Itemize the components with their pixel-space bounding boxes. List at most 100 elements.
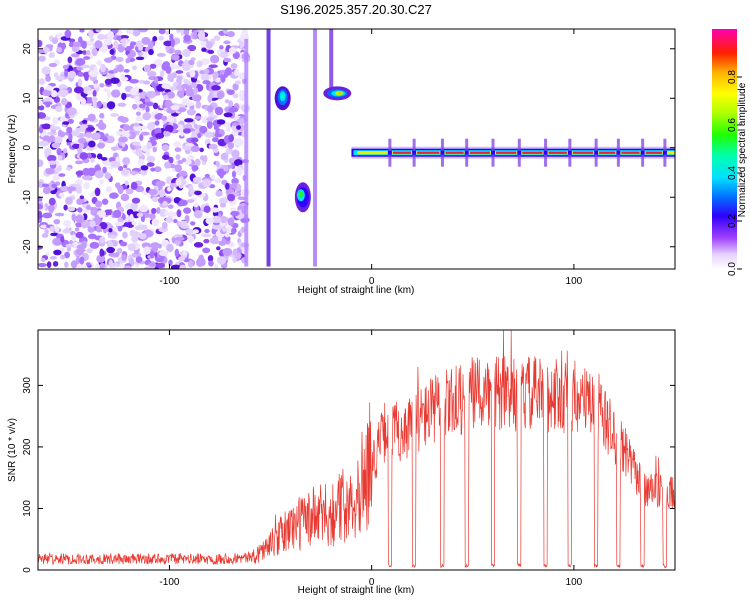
noise-speckle [184,158,192,166]
noise-speckle [152,196,158,203]
noise-speckle [121,38,127,47]
colorbar-gradient [712,29,737,269]
noise-speckle [162,154,170,160]
noise-speckle [207,254,214,263]
noise-speckle [101,157,108,161]
noise-speckle [41,183,50,188]
noise-speckle [141,37,151,45]
noise-speckle [94,170,104,179]
noise-speckle [38,105,45,111]
noise-speckle [85,40,95,46]
noise-speckle [78,142,85,150]
noise-speckle [115,56,124,63]
noise-speckle [95,263,100,269]
noise-speckle [72,41,82,48]
noise-speckle [143,64,151,73]
noise-speckle [103,57,113,63]
noise-speckle [131,103,138,110]
heatmap-streak [244,38,249,267]
noise-speckle [168,47,174,54]
noise-speckle [122,157,131,166]
noise-speckle [48,197,56,206]
noise-speckle [74,130,80,137]
heatmap-xtick-label: 0 [369,276,375,287]
noise-speckle [230,207,236,212]
noise-speckle [110,113,120,117]
carrier-gap [594,150,599,155]
noise-speckle [79,124,89,130]
noise-speckle [97,100,103,108]
noise-speckle [175,154,181,161]
carrier-gap [616,150,621,155]
noise-speckle [123,69,130,73]
noise-speckle [96,60,103,66]
noise-speckle [106,246,115,254]
noise-speckle [143,246,151,255]
noise-speckle [77,78,83,87]
noise-speckle [204,173,210,178]
noise-speckle [193,209,203,219]
heatmap-ytick-label: -20 [22,239,33,254]
noise-speckle [159,188,166,198]
noise-speckle [87,113,96,122]
noise-speckle [228,106,239,113]
noise-speckle [233,138,244,147]
noise-speckle [110,146,118,151]
noise-speckle [116,35,122,41]
noise-speckle [214,263,219,269]
snr-frame [37,329,676,571]
noise-speckle [132,29,141,37]
noise-speckle [107,31,115,40]
noise-speckle [170,104,180,111]
noise-speckle [164,124,174,133]
noise-speckle [208,143,218,150]
noise-speckle [75,58,86,66]
noise-speckle [173,65,182,69]
noise-speckle [57,129,63,138]
noise-speckle [99,112,105,119]
noise-speckle [219,202,227,208]
noise-speckle [138,232,147,240]
noise-speckle [38,203,44,210]
noise-speckle [138,45,143,51]
noise-speckle [237,205,246,210]
noise-speckle [173,141,182,148]
noise-speckle [86,248,93,254]
noise-speckle [120,193,130,202]
noise-speckle [232,93,239,99]
noise-speckle [41,233,49,238]
noise-speckle [68,133,73,142]
noise-speckle [174,147,182,153]
noise-speckle [145,90,156,99]
noise-speckle [80,97,87,106]
noise-speckle [207,49,215,55]
noise-speckle [208,64,218,69]
noise-speckle [38,159,44,167]
noise-speckle [129,79,139,84]
noise-speckle [152,146,157,153]
noise-speckle [161,221,168,230]
noise-speckle [52,116,59,125]
noise-speckle [157,243,162,249]
noise-speckle [104,209,112,216]
noise-speckle [70,260,78,269]
colorbar-tick-label: 0.2 [727,214,738,228]
noise-speckle [176,209,182,218]
noise-speckle [102,166,107,174]
noise-speckle [183,29,190,36]
noise-speckle [38,262,47,268]
noise-speckle [178,220,188,226]
noise-speckle [38,245,43,250]
noise-speckle [168,156,174,164]
noise-speckle [79,256,85,265]
heatmap-ytick-label: 0 [22,145,33,151]
noise-speckle [86,126,96,131]
noise-speckle [137,158,145,166]
noise-speckle [47,154,57,162]
carrier-core [417,151,440,154]
noise-speckle [150,82,159,87]
noise-speckle [106,240,114,249]
noise-speckle [226,122,232,132]
noise-speckle [232,83,239,91]
noise-speckle [203,205,211,214]
